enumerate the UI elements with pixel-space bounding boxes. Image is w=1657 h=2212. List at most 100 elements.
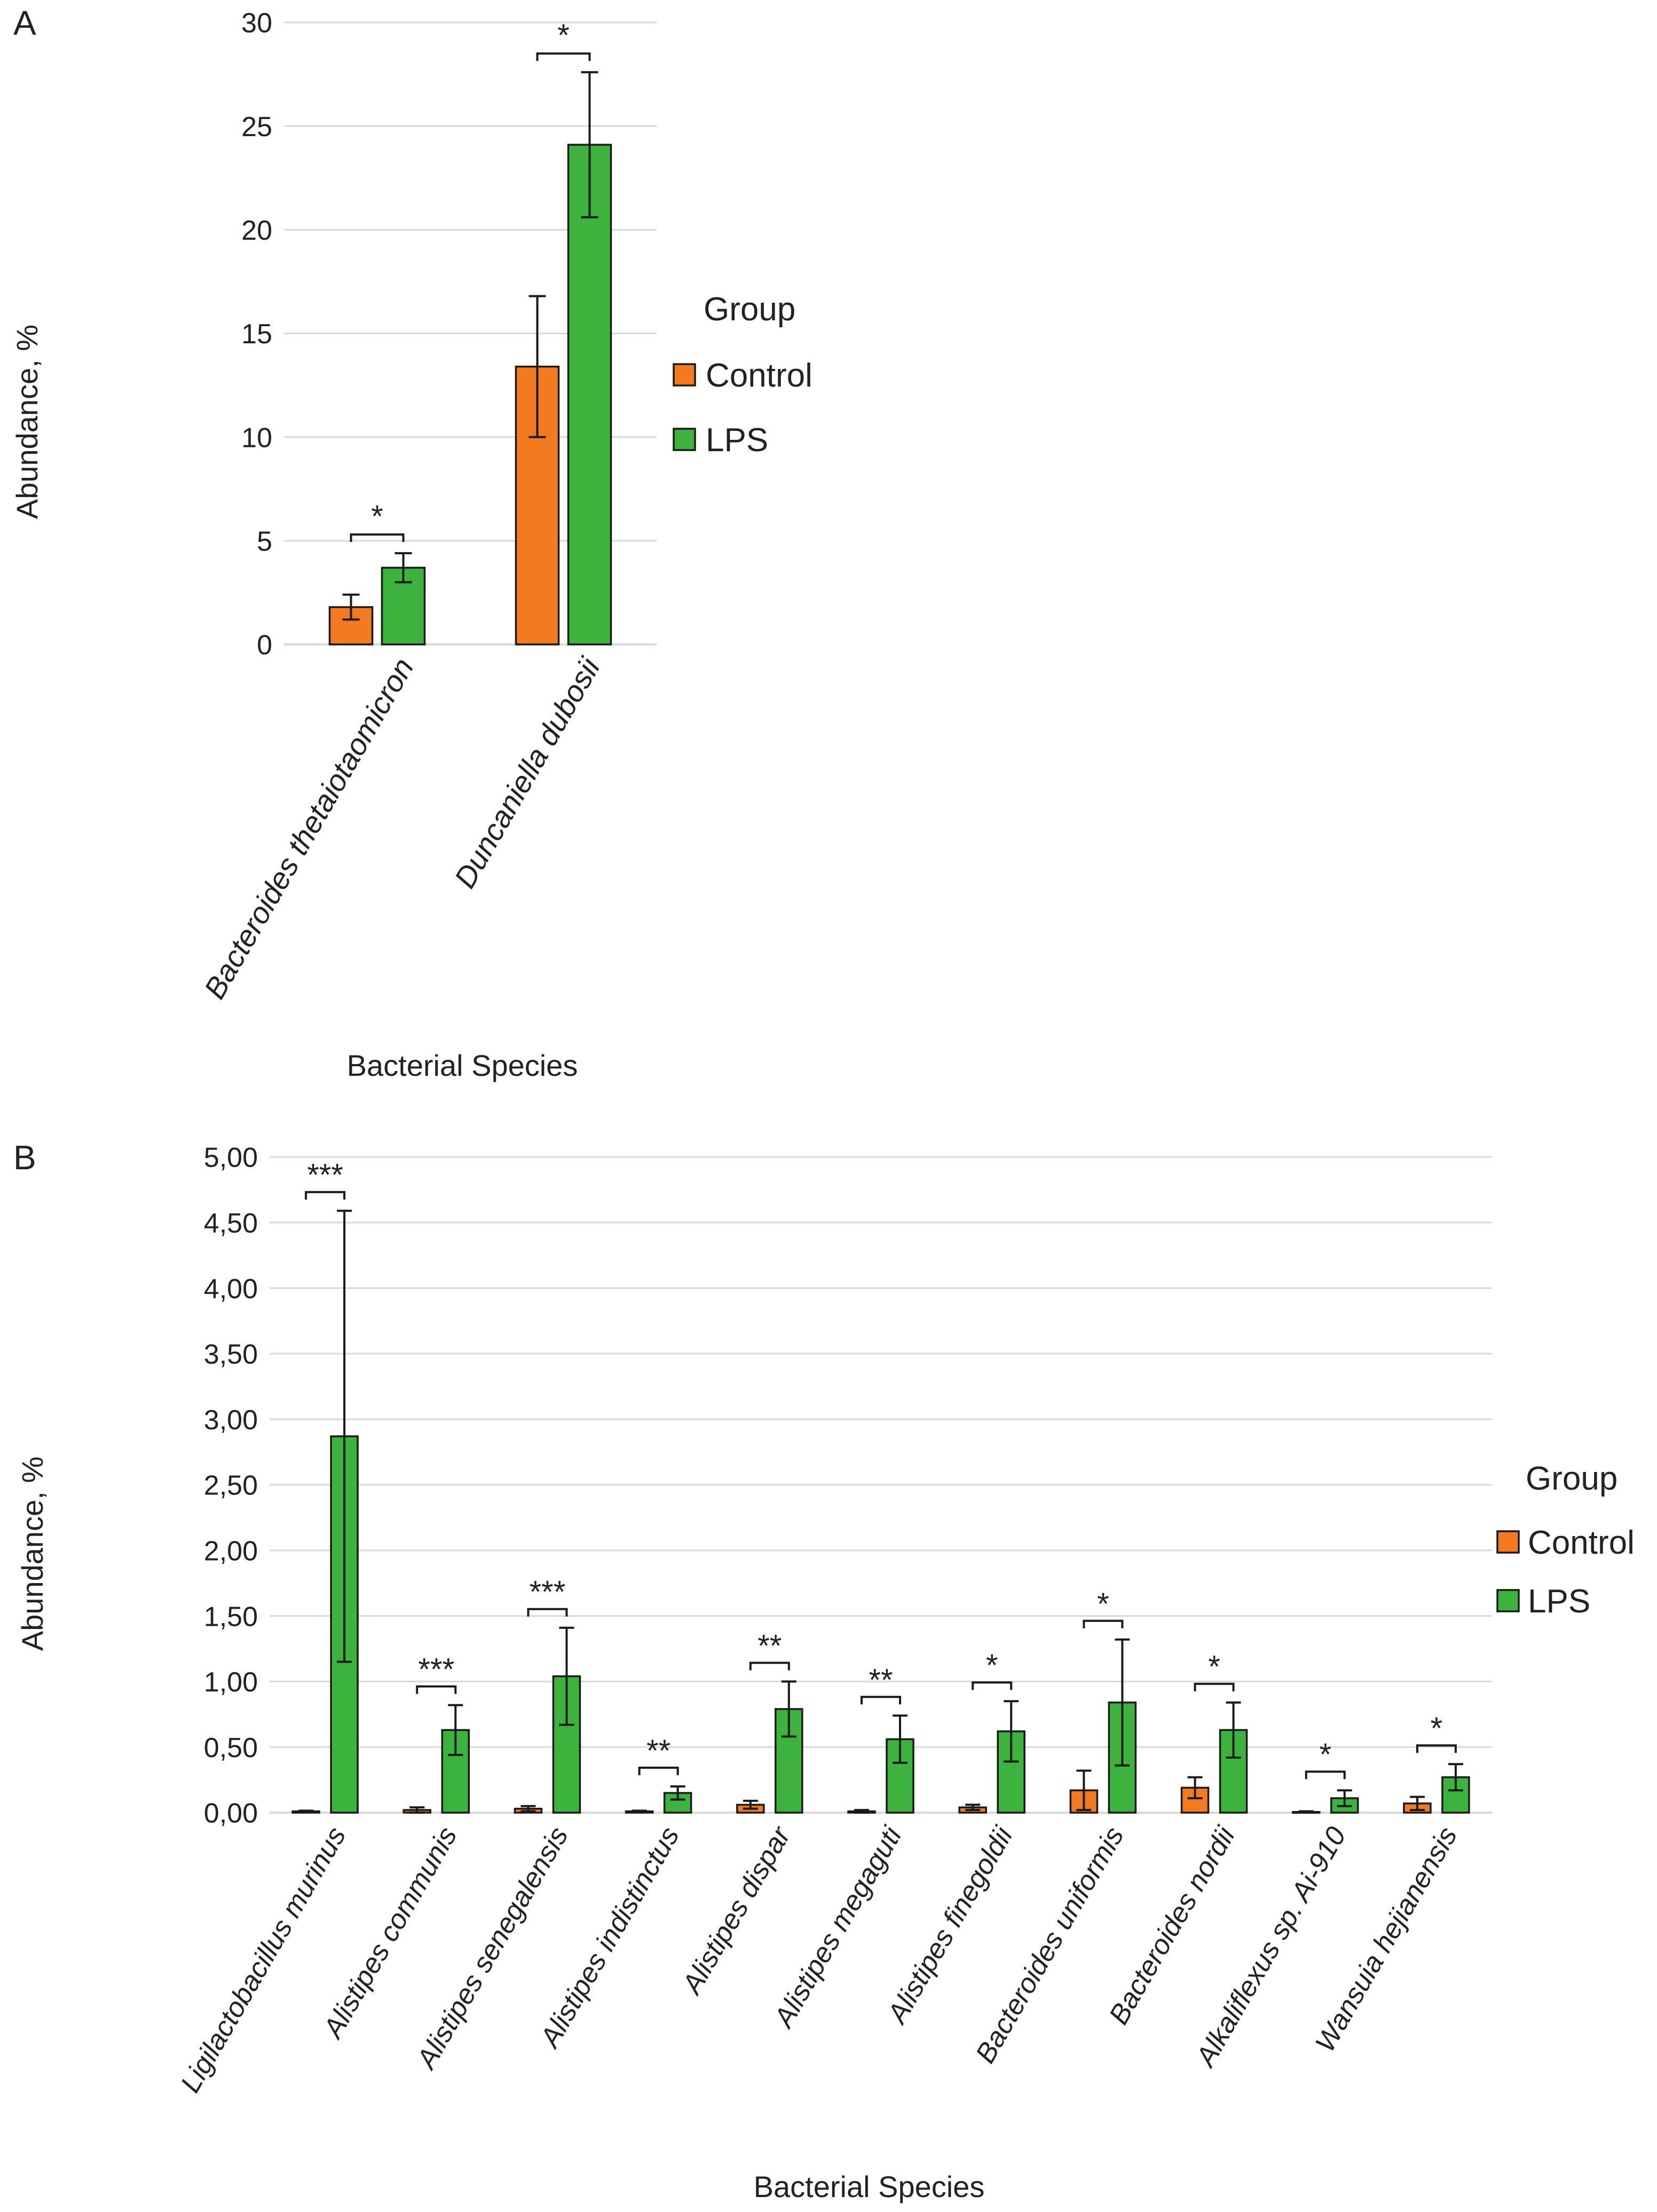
panel-a-significance-stars: *: [371, 499, 383, 534]
panel-b-y-tick-label: 0,50: [204, 1733, 258, 1764]
panel-b-error-bar-control: [854, 1809, 869, 1814]
panel-a-significance-stars: *: [557, 18, 570, 53]
panel-b-y-tick-label: 4,50: [204, 1208, 258, 1239]
panel-b-legend-label-control: Control: [1528, 1524, 1635, 1561]
panel-a-x-tick-label: Bacteroides thetaiotaomicron: [198, 652, 420, 1005]
panel-b-error-bar-control: [409, 1806, 425, 1814]
panel-b-error-bar-control: [1076, 1769, 1092, 1812]
panel-b-significance-bracket: [1083, 1619, 1124, 1628]
panel-b-significance-bracket: [972, 1681, 1013, 1690]
panel-b-error-bar-control: [1409, 1796, 1425, 1812]
panel-b-significance-stars: *: [1208, 1650, 1220, 1684]
panel-a-y-tick-label: 5: [257, 526, 272, 557]
panel-b-y-tick-label: 3,50: [204, 1339, 258, 1370]
panel-b-error-bar-lps: [1337, 1789, 1352, 1807]
panel-b-significance-bracket: [749, 1662, 790, 1671]
panel-b-error-bar-lps: [448, 1704, 463, 1756]
panel-b-error-bar-lps: [781, 1680, 796, 1738]
panel-b-significance-stars: ***: [307, 1158, 343, 1193]
panel-b-y-axis-title: Abundance, %: [15, 1457, 49, 1651]
panel-b-error-bar-lps: [1004, 1700, 1019, 1763]
panel-b-bar-lps: [1219, 1729, 1248, 1814]
panel-a-y-axis-title: Abundance, %: [10, 325, 44, 519]
panel-b-y-tick-label: 1,50: [204, 1601, 258, 1632]
panel-b-error-bar-lps: [670, 1785, 685, 1801]
panel-b-y-tick-label: 4,00: [204, 1273, 258, 1304]
panel-b-error-bar-control: [1298, 1810, 1314, 1814]
panel-b-significance-stars: *: [1097, 1587, 1109, 1621]
panel-b-error-bar-lps: [1115, 1638, 1130, 1767]
panel-a-legend-swatch-control: [673, 363, 696, 387]
panel-b-significance-stars: ***: [418, 1652, 454, 1687]
panel-b-significance-stars: **: [758, 1628, 782, 1663]
panel-a-bar-lps: [567, 144, 612, 646]
panel-b-y-tick-label: 0,00: [204, 1798, 258, 1829]
panel-b-error-bar-control: [1187, 1776, 1203, 1799]
panel-b-significance-stars: ***: [530, 1575, 566, 1610]
panel-b-error-bar-control: [298, 1809, 314, 1813]
panel-b-y-tick-label: 5,00: [204, 1143, 258, 1174]
panel-b-significance-bracket: [861, 1696, 901, 1705]
panel-b-y-tick-label: 2,50: [204, 1470, 258, 1501]
panel-b-x-tick-label: Ligilactobacillus murinus: [175, 1822, 352, 2098]
panel-a: A 0 5 10 15 20 25 30 * * Bacteroides thetaiotao…: [10, 4, 812, 1082]
panel-a-legend-label-lps: LPS: [706, 422, 768, 459]
panel-b-significance-bracket: [416, 1685, 457, 1694]
panel-b-significance-bracket: [1305, 1770, 1346, 1780]
panel-b-y-tick-label: 1,00: [204, 1667, 258, 1698]
panel-b-significance-stars: *: [1431, 1711, 1443, 1746]
panel-b-error-bar-control: [965, 1804, 981, 1812]
panel-b-error-bar-lps: [1226, 1701, 1241, 1759]
panel-b-x-tick-label: Alistipes finegoldii: [881, 1821, 1019, 2030]
panel-b-error-bar-control: [520, 1805, 536, 1813]
panel-a-legend-title: Group: [704, 291, 795, 328]
panel-b-x-tick-label: Alistipes megaguti: [768, 1821, 908, 2034]
panel-b-significance-stars: *: [986, 1648, 998, 1683]
panel-b-y-tick-label: 2,00: [204, 1536, 258, 1567]
panel-b-legend-swatch-control: [1496, 1530, 1520, 1554]
panel-a-error-bar-lps: [394, 552, 412, 584]
panel-a-y-tick-label: 10: [241, 422, 272, 453]
panel-b-legend-swatch-lps: [1496, 1589, 1520, 1612]
panel-b-significance-bracket: [527, 1608, 568, 1617]
panel-a-legend: Group Control LPS: [673, 291, 812, 459]
panel-b-label: B: [13, 1138, 36, 1177]
panel-a-significance-bracket: [350, 533, 405, 542]
panel-b-significance-bracket: [1416, 1744, 1457, 1753]
panel-b-x-tick-label: Bacteroides nordii: [1103, 1821, 1242, 2030]
panel-b-significance-stars: **: [646, 1734, 670, 1768]
panel-b-x-tick-label: Alistipes dispar: [676, 1821, 798, 2001]
panel-b-significance-bracket: [305, 1191, 346, 1200]
panel-b-legend: Group Control LPS: [1496, 1460, 1635, 1620]
panel-a-x-axis-title: Bacterial Species: [347, 1049, 578, 1082]
panel-b-significance-bracket: [1194, 1682, 1235, 1691]
panel-b-error-bar-lps: [1448, 1763, 1463, 1792]
panel-b-error-bar-lps: [893, 1714, 908, 1764]
panel-b-significance-stars: **: [869, 1663, 893, 1697]
panel-b-error-bar-lps: [337, 1209, 352, 1663]
panel-a-label: A: [13, 4, 36, 42]
panel-a-legend-swatch-lps: [673, 428, 696, 451]
panel-b-error-bar-control: [632, 1809, 647, 1813]
panel-a-y-tick-label: 25: [241, 112, 272, 143]
panel-a-significance-bracket: [536, 52, 591, 61]
panel-a-error-bar-control: [528, 295, 546, 438]
panel-b-error-bar-control: [743, 1799, 758, 1810]
panel-a-y-tick-label: 30: [241, 8, 272, 39]
panel-b-significance-bracket: [638, 1766, 679, 1775]
panel-a-legend-label-control: Control: [706, 357, 812, 394]
panel-b-y-tick-label: 3,00: [204, 1405, 258, 1436]
panel-a-error-bar-control: [342, 593, 360, 621]
panel-a-error-bar-lps: [581, 71, 598, 219]
panel-a-x-tick-label: Duncaniella dubosii: [448, 651, 607, 893]
panel-b-significance-stars: *: [1319, 1737, 1331, 1772]
panel-b-x-axis-title: Bacterial Species: [754, 2170, 985, 2203]
panel-b-legend-label-lps: LPS: [1528, 1583, 1590, 1620]
panel-b-error-bar-lps: [559, 1626, 574, 1726]
panel-a-y-tick-label: 0: [257, 630, 272, 661]
panel-b: B 0,00 0,50 1,00 1,50 2,00 2,50 3,00 3,50 4,00 4,…: [13, 1138, 1635, 2203]
panel-b-legend-title: Group: [1526, 1460, 1617, 1497]
panel-a-y-tick-label: 15: [241, 319, 272, 350]
panel-a-y-tick-label: 20: [241, 215, 272, 246]
